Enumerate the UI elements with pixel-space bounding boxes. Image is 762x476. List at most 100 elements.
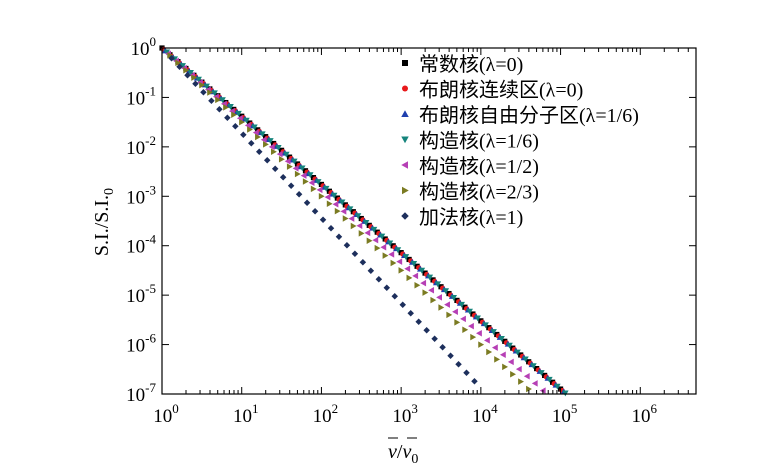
y-axis-title-main: S.I./S.I. <box>91 195 113 256</box>
series-4 <box>163 49 569 397</box>
legend-marker <box>402 60 408 66</box>
data-point <box>378 233 386 240</box>
data-point <box>458 301 465 308</box>
legend-entry-label: 布朗核连续区(λ=0) <box>419 79 583 102</box>
data-point <box>518 378 524 385</box>
data-point <box>175 59 182 67</box>
data-point <box>244 122 251 129</box>
data-point <box>450 295 458 301</box>
data-point <box>396 258 403 265</box>
data-point <box>308 179 315 186</box>
data-point <box>388 251 395 258</box>
data-point <box>342 215 349 222</box>
data-point <box>382 252 389 259</box>
data-point <box>236 114 243 122</box>
data-point <box>231 111 237 118</box>
data-point <box>447 352 454 360</box>
data-point <box>302 178 309 185</box>
data-point <box>423 327 430 334</box>
data-point <box>514 349 521 356</box>
data-point <box>199 81 206 89</box>
data-point <box>523 373 530 380</box>
data-point <box>232 122 239 130</box>
legend-marker <box>401 110 409 117</box>
data-point <box>414 282 421 289</box>
data-point <box>490 329 497 336</box>
x-axis-title-den: v <box>402 441 411 463</box>
data-point <box>546 376 553 383</box>
data-point <box>455 361 462 368</box>
data-point <box>192 80 199 87</box>
data-point <box>211 90 218 97</box>
x-tick-label: 101 <box>233 401 259 427</box>
legend-entry-label: 常数核(λ=0) <box>419 53 523 76</box>
data-point <box>200 88 207 96</box>
data-point <box>279 173 287 181</box>
data-point <box>168 54 175 62</box>
data-point <box>248 139 255 147</box>
y-tick-label: 10-1 <box>126 83 156 109</box>
data-point <box>270 148 277 156</box>
data-point <box>515 365 522 373</box>
data-point <box>452 308 458 316</box>
legend-marker <box>402 85 408 92</box>
x-tick-label: 103 <box>392 401 418 427</box>
y-tick-label: 10-2 <box>126 133 156 159</box>
data-point <box>431 335 438 343</box>
data-point <box>468 322 474 330</box>
data-point <box>526 385 532 393</box>
data-point <box>195 76 202 83</box>
data-point <box>522 356 529 363</box>
data-point <box>356 222 363 229</box>
data-point <box>330 192 338 199</box>
data-point <box>462 326 469 333</box>
legend-entry-label: 构造核(λ=2/3) <box>419 181 539 204</box>
series-layer <box>159 45 569 397</box>
y-axis-title: S.I./S.I.0 <box>91 188 117 256</box>
data-point <box>483 337 490 344</box>
plot-frame <box>161 47 697 395</box>
data-point <box>187 69 194 76</box>
data-point <box>314 179 322 185</box>
data-point <box>191 74 198 81</box>
legend-entry-label: 布朗核自由分子区(λ=1/6) <box>419 104 639 127</box>
data-point <box>326 200 333 207</box>
data-point <box>255 133 261 141</box>
data-point <box>207 89 214 96</box>
legend-marker <box>402 186 409 195</box>
data-point <box>183 66 190 74</box>
data-point <box>499 351 506 359</box>
data-point <box>390 259 397 267</box>
data-point <box>215 96 222 104</box>
series-6 <box>167 52 532 393</box>
data-point <box>510 370 516 378</box>
data-point <box>350 222 357 230</box>
data-point <box>438 304 445 311</box>
series-7 <box>168 54 478 385</box>
data-point <box>394 247 402 254</box>
x-tick-label: 106 <box>632 401 658 427</box>
data-point <box>332 200 339 208</box>
data-point <box>554 383 561 390</box>
data-point <box>287 182 295 189</box>
data-point <box>163 49 171 56</box>
data-point <box>324 193 331 201</box>
y-tick-label: 10-3 <box>126 182 156 208</box>
legend-entry-label: 构造核(λ=1/6) <box>419 130 539 153</box>
data-point <box>251 124 258 131</box>
data-point <box>223 104 230 111</box>
data-point <box>167 52 174 59</box>
data-point <box>454 319 461 326</box>
data-point <box>422 289 429 296</box>
data-point <box>476 330 482 337</box>
data-point <box>380 243 387 251</box>
x-tick-label: 105 <box>552 401 578 427</box>
x-tick-label: 104 <box>472 401 498 427</box>
data-point <box>322 185 330 192</box>
data-point <box>466 308 473 315</box>
data-point <box>418 267 426 274</box>
data-point <box>486 348 493 356</box>
svg-text:v/v0: v/v0 <box>388 441 418 467</box>
data-point <box>295 190 303 198</box>
data-point <box>291 158 298 165</box>
